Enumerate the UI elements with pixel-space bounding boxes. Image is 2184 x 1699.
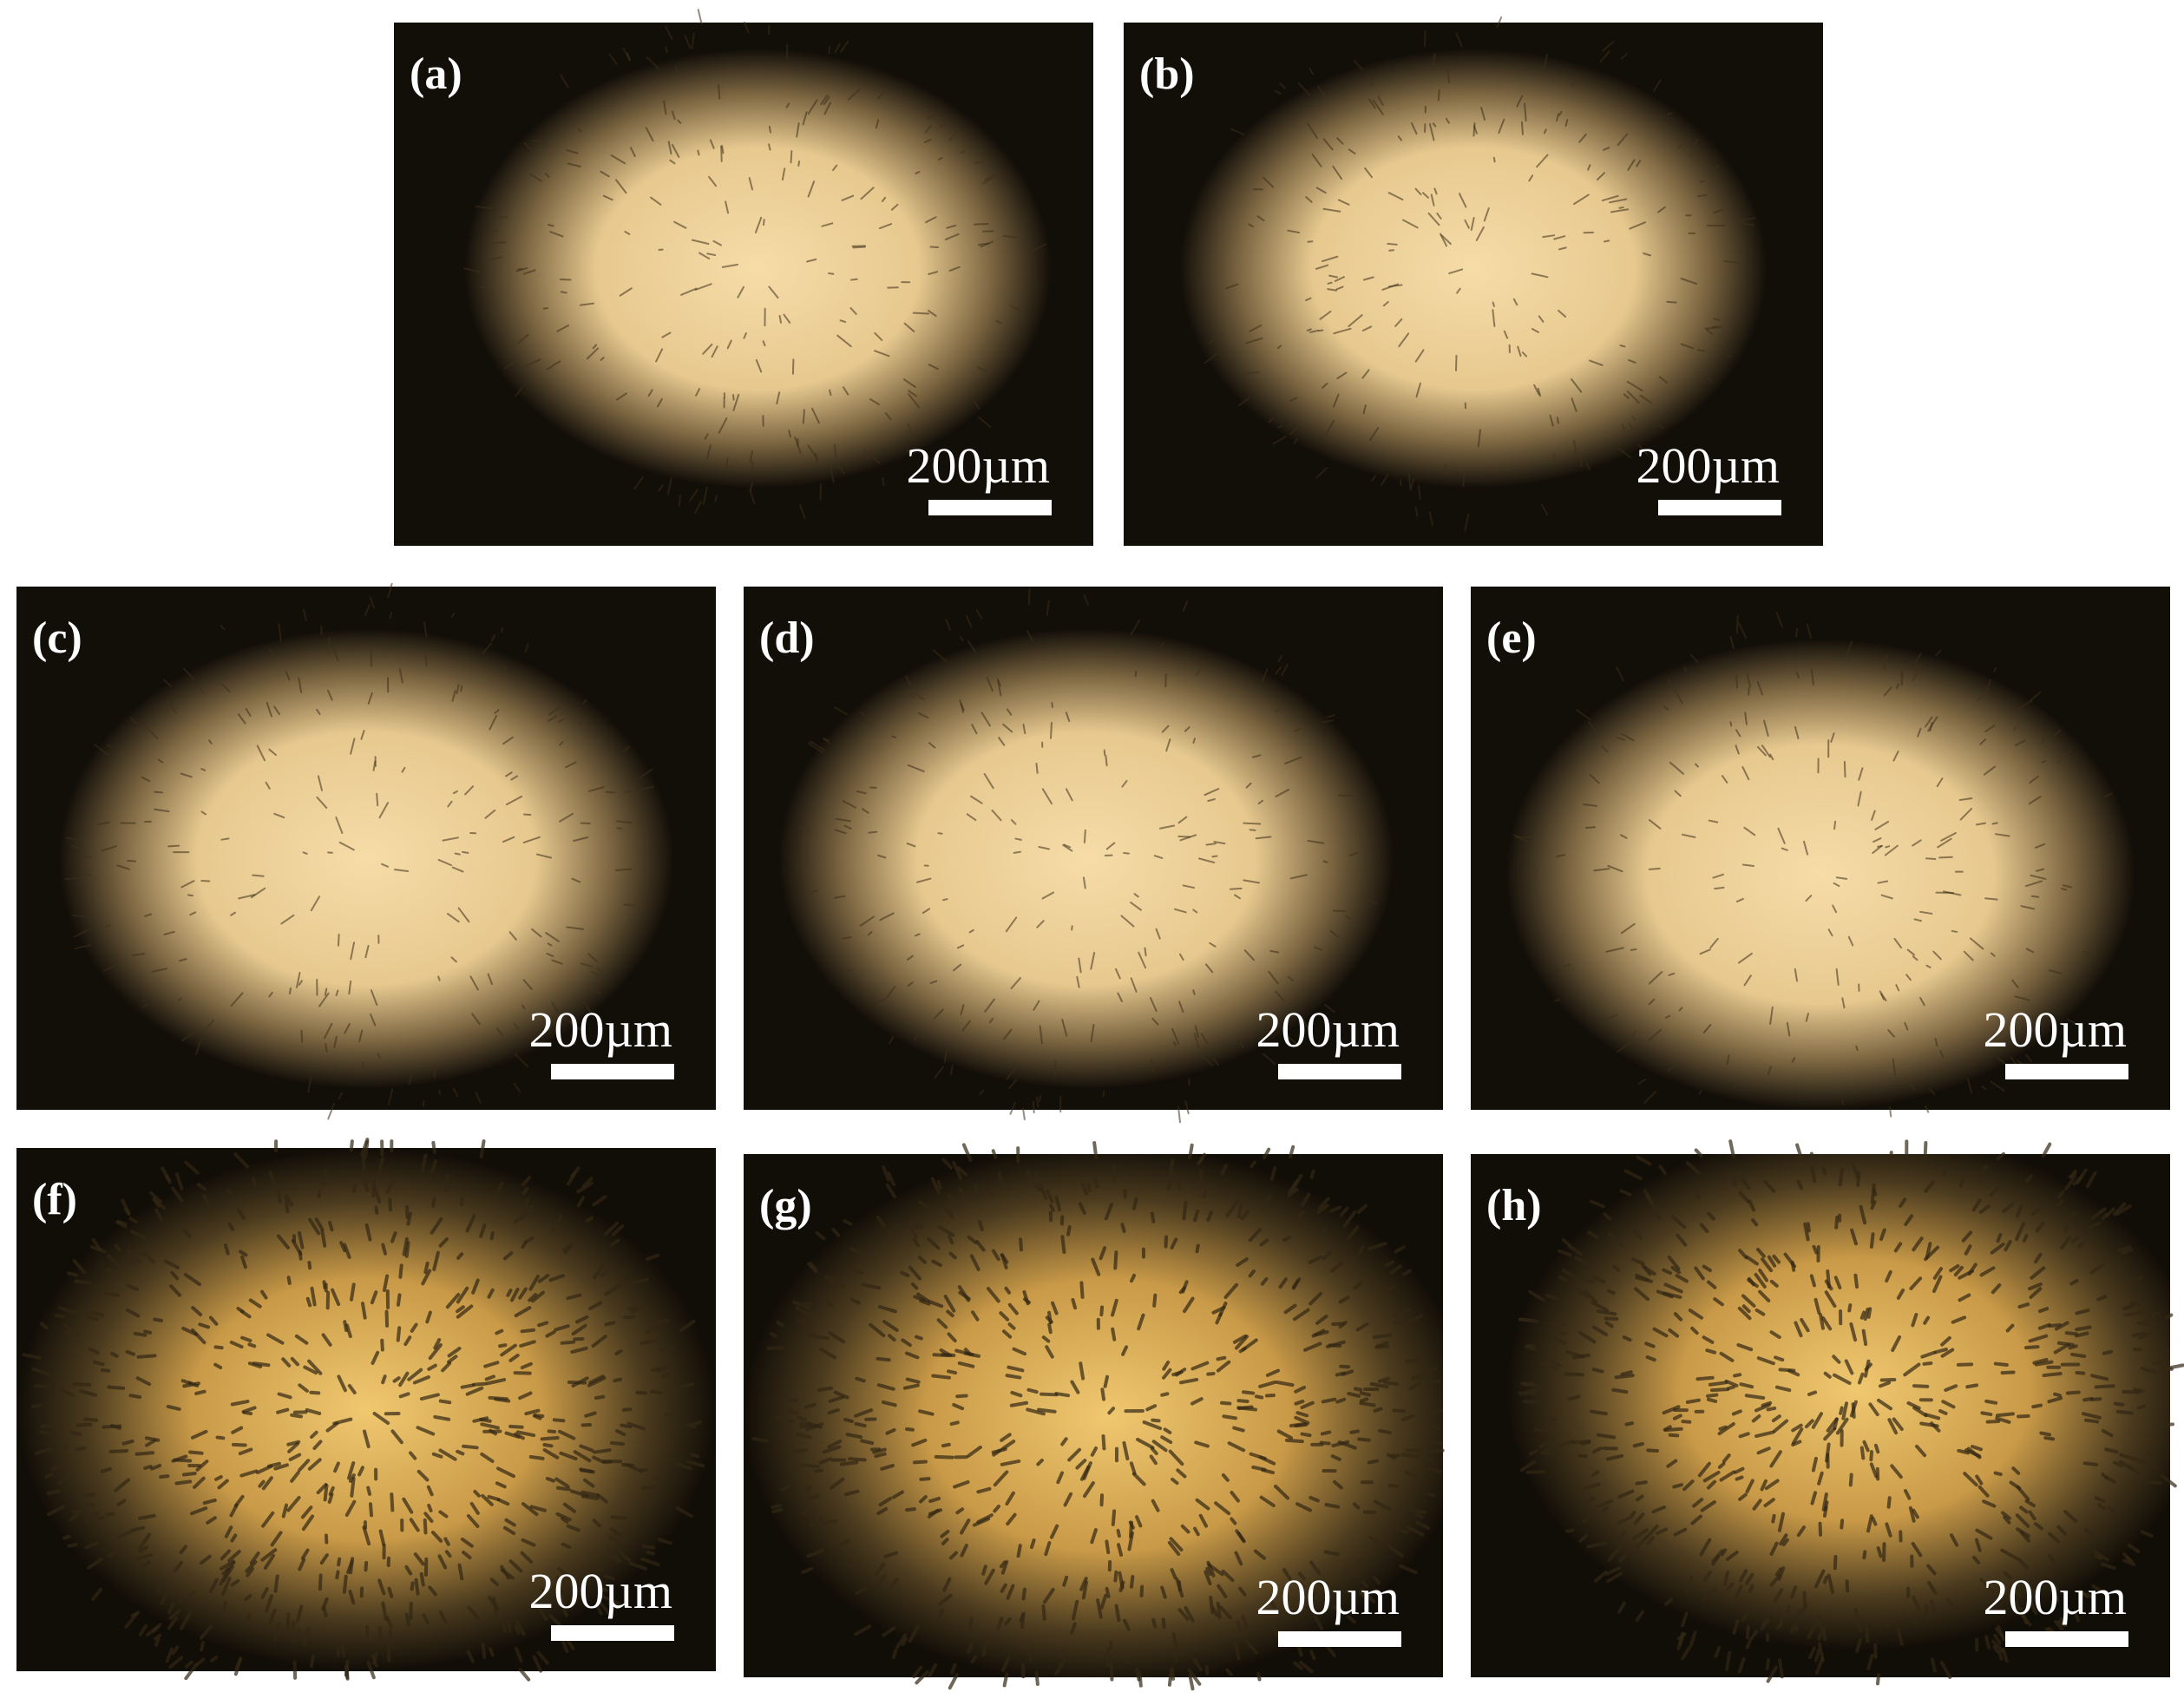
panel: (d) 200µm xyxy=(744,587,1443,1124)
panel: (c) 200µm xyxy=(16,582,716,1120)
scale-bar-label: 200µm xyxy=(906,437,1050,494)
micrograph-texture xyxy=(463,9,1047,520)
scale-bar-label: 200µm xyxy=(1636,437,1780,494)
scale-bar-label: 200µm xyxy=(1983,1001,2127,1058)
panel: (a) 200µm xyxy=(394,9,1093,546)
micrograph-illumination xyxy=(1471,587,2170,1110)
panel: (f) 200µm xyxy=(16,1138,716,1682)
scale-bar xyxy=(551,1064,674,1079)
scale-bar xyxy=(1658,500,1781,515)
micrograph-illumination xyxy=(1124,23,1823,546)
micrograph-texture xyxy=(1203,16,1756,532)
micrograph-texture xyxy=(64,582,655,1120)
panel-label: (e) xyxy=(1486,613,1537,663)
scale-bar xyxy=(1278,1064,1401,1079)
panel-label: (b) xyxy=(1139,49,1195,99)
panel: (e) 200µm xyxy=(1471,587,2170,1118)
panel: (g) 200µm xyxy=(744,1141,1445,1691)
scale-bar xyxy=(1278,1631,1401,1647)
panel-label: (f) xyxy=(32,1175,77,1224)
scale-bar-label: 200µm xyxy=(1256,1569,1400,1625)
panel-label: (h) xyxy=(1486,1181,1542,1230)
panel-label: (a) xyxy=(410,49,462,99)
panel-label: (g) xyxy=(759,1181,812,1230)
panel-label: (d) xyxy=(759,613,815,663)
panel: (b) 200µm xyxy=(1124,16,1823,546)
scale-bar-label: 200µm xyxy=(1983,1569,2127,1625)
micrograph-illumination xyxy=(394,23,1093,546)
panel: (h) 200µm xyxy=(1471,1139,2184,1686)
scale-bar-label: 200µm xyxy=(528,1001,672,1058)
micrograph-texture xyxy=(797,588,1378,1124)
micrograph-texture xyxy=(1513,612,2115,1118)
micrograph-illumination xyxy=(16,587,716,1110)
scale-bar xyxy=(2005,1064,2128,1079)
panel-label: (c) xyxy=(32,613,82,663)
micrograph-texture xyxy=(1518,1139,2184,1686)
micrograph-texture xyxy=(751,1141,1445,1691)
micrograph-illumination xyxy=(744,587,1443,1110)
micrograph-texture xyxy=(22,1138,705,1682)
scale-bar xyxy=(551,1625,674,1641)
scale-bar-label: 200µm xyxy=(1256,1001,1400,1058)
scale-bar xyxy=(928,500,1052,515)
scale-bar-label: 200µm xyxy=(528,1563,672,1619)
scale-bar xyxy=(2005,1631,2128,1647)
micrograph-illumination xyxy=(16,1148,716,1671)
